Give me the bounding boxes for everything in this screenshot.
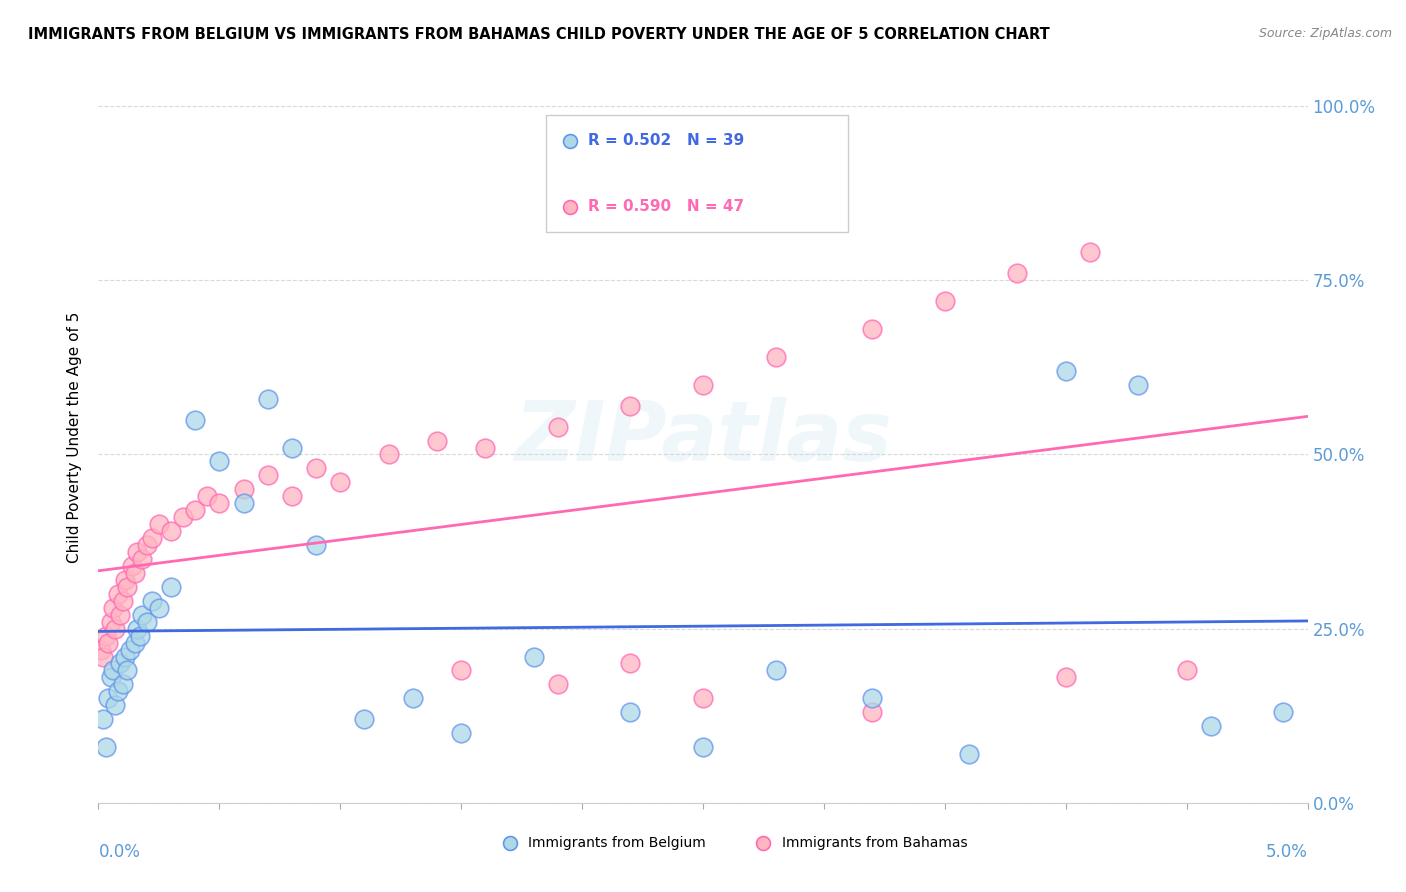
Point — [523, 649, 546, 664]
Text: Immigrants from Belgium: Immigrants from Belgium — [527, 836, 706, 850]
Point — [101, 600, 124, 615]
Point — [619, 657, 641, 671]
Point — [1128, 377, 1150, 392]
Point — [114, 573, 136, 587]
Y-axis label: Child Poverty Under the Age of 5: Child Poverty Under the Age of 5 — [67, 311, 83, 563]
Point — [100, 670, 122, 684]
Point — [111, 677, 134, 691]
Point — [172, 510, 194, 524]
Point — [117, 580, 139, 594]
Point — [860, 705, 883, 719]
Point — [860, 322, 883, 336]
Point — [148, 600, 170, 615]
Point — [692, 377, 714, 392]
Point — [1199, 719, 1222, 733]
FancyBboxPatch shape — [546, 115, 848, 232]
Point — [94, 740, 117, 755]
Point — [124, 635, 146, 649]
Text: ZIPatlas: ZIPatlas — [515, 397, 891, 477]
Point — [765, 350, 787, 364]
Point — [547, 677, 569, 691]
Point — [121, 558, 143, 573]
Point — [107, 684, 129, 698]
Point — [97, 635, 120, 649]
Point — [377, 448, 399, 462]
Point — [108, 657, 131, 671]
Point — [141, 531, 163, 545]
Point — [91, 712, 114, 726]
Text: Immigrants from Bahamas: Immigrants from Bahamas — [782, 836, 967, 850]
Point — [208, 454, 231, 468]
Point — [94, 629, 117, 643]
Point — [934, 294, 956, 309]
Point — [160, 580, 183, 594]
Text: R = 0.502   N = 39: R = 0.502 N = 39 — [588, 133, 744, 148]
Text: Source: ZipAtlas.com: Source: ZipAtlas.com — [1258, 27, 1392, 40]
Point — [148, 517, 170, 532]
Text: 0.0%: 0.0% — [98, 843, 141, 861]
Point — [184, 412, 207, 426]
Point — [100, 615, 122, 629]
Point — [101, 664, 124, 678]
Point — [184, 503, 207, 517]
Point — [111, 594, 134, 608]
Point — [450, 726, 472, 740]
Point — [281, 489, 304, 503]
Point — [329, 475, 352, 490]
Point — [127, 545, 149, 559]
Point — [90, 642, 112, 657]
Point — [1054, 670, 1077, 684]
Point — [91, 649, 114, 664]
Point — [195, 489, 218, 503]
Point — [108, 607, 131, 622]
Point — [127, 622, 149, 636]
Point — [128, 629, 150, 643]
Point — [1007, 266, 1029, 280]
Point — [547, 419, 569, 434]
Point — [1272, 705, 1295, 719]
Point — [104, 698, 127, 713]
Point — [160, 524, 183, 538]
Point — [619, 399, 641, 413]
Point — [232, 496, 254, 510]
Point — [474, 441, 496, 455]
Point — [450, 664, 472, 678]
Point — [124, 566, 146, 580]
Point — [402, 691, 425, 706]
Point — [104, 622, 127, 636]
Point — [1078, 245, 1101, 260]
Point — [135, 538, 157, 552]
Point — [692, 691, 714, 706]
Point — [256, 392, 278, 406]
Point — [305, 461, 328, 475]
Text: 5.0%: 5.0% — [1265, 843, 1308, 861]
Point — [1054, 364, 1077, 378]
Point — [232, 483, 254, 497]
Point — [305, 538, 328, 552]
Point — [141, 594, 163, 608]
Point — [256, 468, 278, 483]
Point — [692, 740, 714, 755]
Point — [131, 552, 153, 566]
Point — [135, 615, 157, 629]
Point — [957, 747, 980, 761]
Text: IMMIGRANTS FROM BELGIUM VS IMMIGRANTS FROM BAHAMAS CHILD POVERTY UNDER THE AGE O: IMMIGRANTS FROM BELGIUM VS IMMIGRANTS FR… — [28, 27, 1050, 42]
Point — [765, 664, 787, 678]
Point — [353, 712, 375, 726]
Point — [107, 587, 129, 601]
Point — [426, 434, 449, 448]
Point — [1175, 664, 1198, 678]
Point — [281, 441, 304, 455]
Point — [131, 607, 153, 622]
Point — [117, 664, 139, 678]
Point — [208, 496, 231, 510]
Point — [114, 649, 136, 664]
Point — [860, 691, 883, 706]
Point — [619, 705, 641, 719]
Text: R = 0.590   N = 47: R = 0.590 N = 47 — [588, 199, 744, 214]
Point — [118, 642, 141, 657]
Point — [97, 691, 120, 706]
